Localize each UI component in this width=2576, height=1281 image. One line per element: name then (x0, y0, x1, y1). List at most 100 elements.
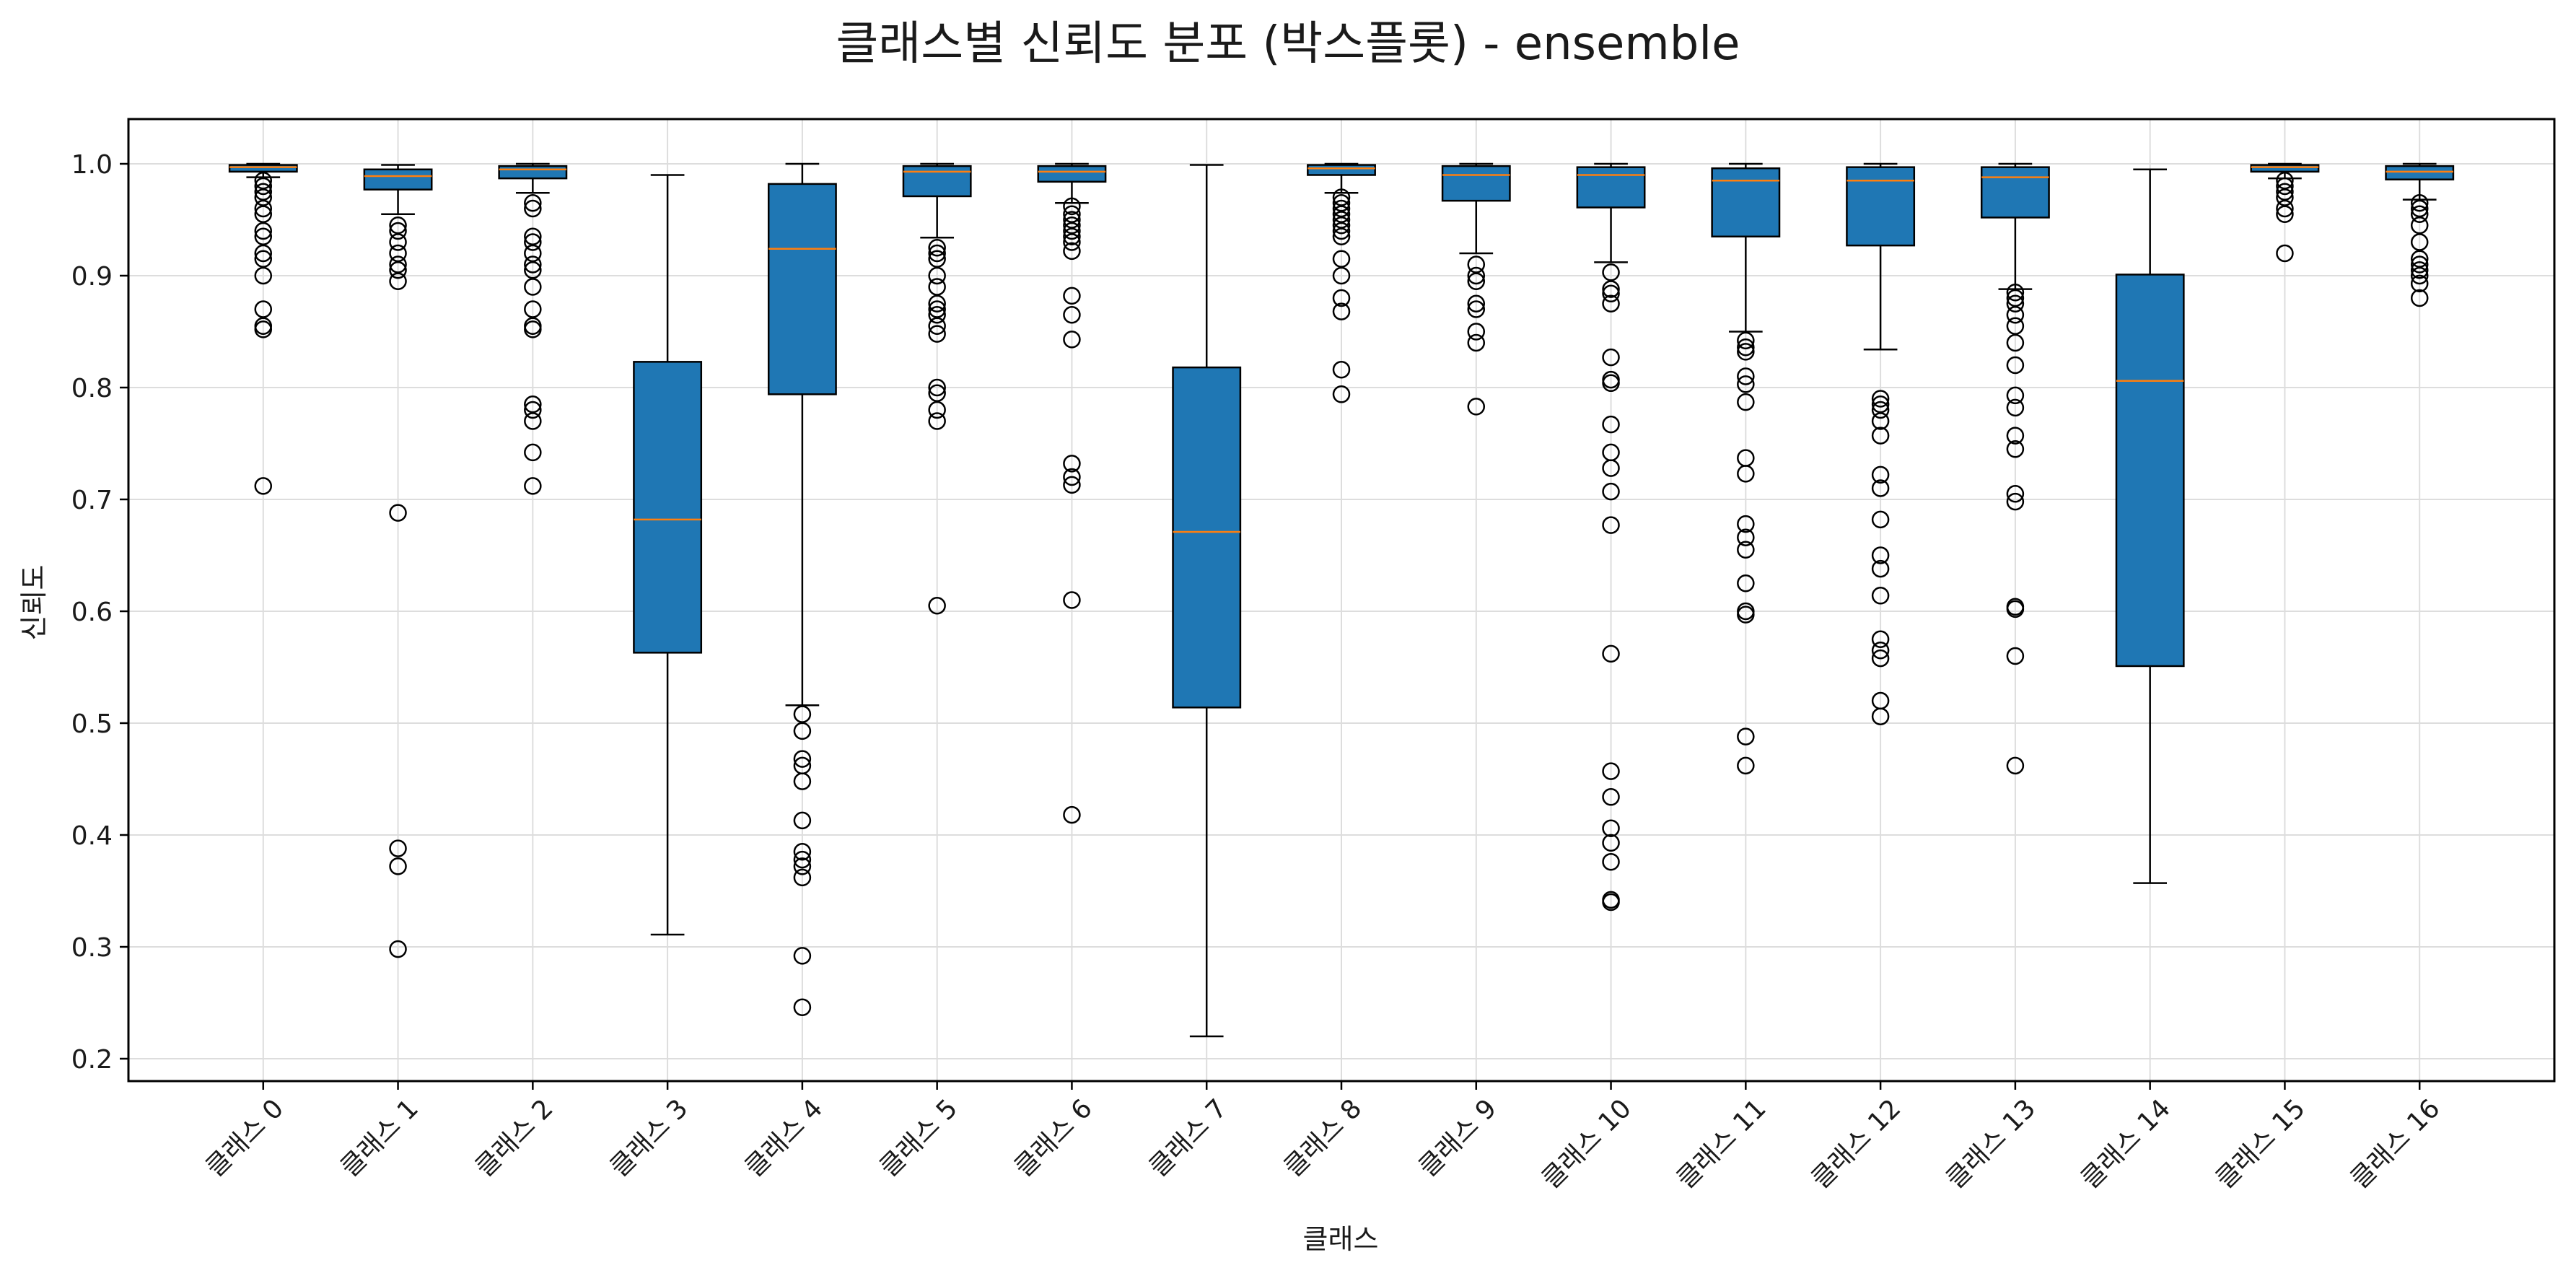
outlier-point (254, 199, 273, 218)
outlier-point (254, 222, 273, 240)
outlier-point (1063, 476, 1081, 494)
y-tick-label: 0.5 (71, 709, 113, 739)
outlier-point (1332, 385, 1351, 403)
outlier-point (1467, 333, 1486, 352)
outlier-point (254, 477, 273, 495)
outlier-point (1871, 412, 1890, 430)
outlier-point (793, 868, 812, 887)
outlier-point (793, 722, 812, 740)
outlier-point (1871, 510, 1890, 529)
outlier-point (1737, 465, 1755, 483)
outlier-point (1602, 415, 1620, 434)
box-group (1711, 162, 1781, 775)
outlier-point (1602, 348, 1620, 367)
outlier-point (1602, 280, 1620, 298)
outlier-point (1063, 242, 1081, 261)
outlier-point (389, 233, 407, 251)
outlier-point (1602, 788, 1620, 806)
outlier-point (928, 325, 946, 343)
outlier-point (1737, 393, 1755, 411)
y-tick-label: 0.2 (71, 1045, 113, 1075)
outlier-point (524, 233, 542, 251)
outlier-point (254, 177, 273, 196)
outlier-point (928, 597, 946, 615)
outlier-point (1467, 294, 1486, 312)
outlier-point (1871, 649, 1890, 668)
outlier-point (1602, 459, 1620, 477)
outlier-point (524, 278, 542, 296)
outlier-point (389, 857, 407, 875)
outlier-point (2006, 294, 2025, 312)
box-body (1980, 166, 2050, 219)
outlier-point (1871, 587, 1890, 605)
chart-title: 클래스별 신뢰도 분포 (박스플롯) - ensemble (836, 17, 1740, 71)
outlier-point (524, 199, 542, 218)
outlier-point (928, 294, 946, 312)
outlier-point (2006, 492, 2025, 511)
outlier-point (2006, 386, 2025, 405)
outlier-point (254, 266, 273, 285)
outlier-point (793, 811, 812, 830)
outlier-point (2006, 284, 2025, 302)
box-body (1576, 166, 1646, 209)
outlier-point (928, 266, 946, 285)
outlier-point (1737, 338, 1755, 357)
box-group (363, 164, 433, 958)
box-group (1980, 162, 2050, 775)
outlier-point (2276, 199, 2294, 218)
y-tick-label: 0.7 (71, 486, 113, 515)
outlier-point (1737, 515, 1755, 533)
outlier-point (1737, 541, 1755, 559)
outlier-point (2276, 244, 2294, 263)
outlier-point (1871, 707, 1890, 725)
outlier-point (2006, 356, 2025, 375)
outlier-point (1602, 893, 1620, 911)
outlier-point (1602, 852, 1620, 871)
outlier-point (928, 244, 946, 263)
outlier-point (793, 947, 812, 965)
outlier-point (1602, 834, 1620, 852)
outlier-point (1063, 306, 1081, 324)
y-tick-label: 0.4 (71, 821, 113, 851)
outlier-point (524, 401, 542, 419)
outlier-point (793, 857, 812, 875)
outlier-point (1737, 528, 1755, 546)
y-tick-label: 0.6 (71, 598, 113, 627)
box-body (1711, 167, 1781, 237)
outlier-point (1602, 374, 1620, 393)
box-group (2385, 162, 2455, 307)
y-tick-label: 0.3 (71, 933, 113, 963)
outlier-point (1871, 390, 1890, 408)
outlier-point (1332, 360, 1351, 379)
outlier-point (2006, 306, 2025, 324)
outlier-point (2006, 333, 2025, 352)
outlier-point (928, 401, 946, 419)
box-group (902, 162, 972, 615)
outlier-point (2410, 274, 2429, 293)
outlier-point (2006, 485, 2025, 503)
outlier-point (389, 504, 407, 522)
outlier-point (1467, 398, 1486, 416)
y-axis-label: 신뢰도 (18, 565, 50, 641)
outlier-point (1332, 222, 1351, 240)
outlier-point (793, 750, 812, 768)
outlier-point (389, 940, 407, 958)
outlier-point (1332, 227, 1351, 245)
y-tick-label: 1.0 (71, 150, 113, 180)
outlier-point (793, 772, 812, 790)
outlier-point (2006, 398, 2025, 417)
outlier-point (1737, 756, 1755, 775)
outlier-point (1871, 559, 1890, 578)
box-body (228, 164, 298, 173)
outlier-point (1737, 605, 1755, 624)
outlier-point (1602, 762, 1620, 780)
outlier-point (1871, 546, 1890, 564)
box-body (1037, 165, 1107, 183)
box-body (767, 183, 837, 395)
box-body (633, 361, 703, 654)
box-body (1846, 166, 1916, 247)
outlier-point (1871, 401, 1890, 419)
outlier-point (1871, 630, 1890, 648)
